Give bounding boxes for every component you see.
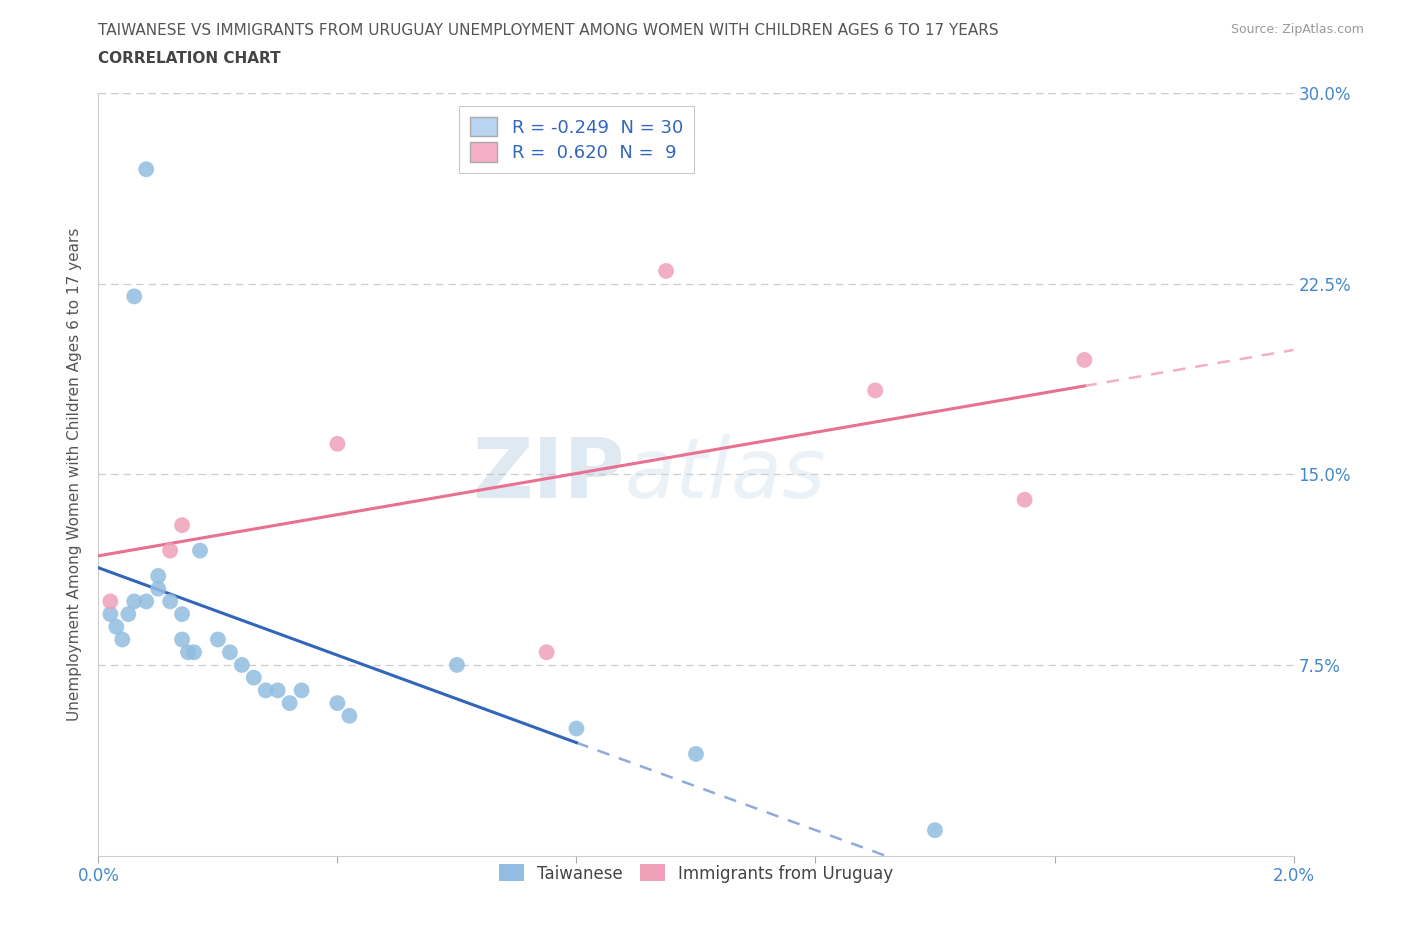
Text: CORRELATION CHART: CORRELATION CHART — [98, 51, 281, 66]
Point — [219, 644, 242, 659]
Text: ZIP: ZIP — [472, 433, 624, 515]
Point — [148, 581, 170, 596]
Point — [148, 568, 170, 583]
Point — [183, 644, 205, 659]
Point — [207, 632, 229, 647]
Y-axis label: Unemployment Among Women with Children Ages 6 to 17 years: Unemployment Among Women with Children A… — [67, 228, 83, 721]
Point — [124, 594, 146, 609]
Point — [243, 671, 266, 685]
Point — [124, 289, 146, 304]
Point — [865, 383, 887, 398]
Point — [135, 594, 157, 609]
Point — [231, 658, 253, 672]
Point — [177, 644, 200, 659]
Point — [111, 632, 134, 647]
Point — [290, 683, 312, 698]
Point — [105, 619, 128, 634]
Point — [924, 823, 946, 838]
Legend: Taiwanese, Immigrants from Uruguay: Taiwanese, Immigrants from Uruguay — [492, 857, 900, 889]
Point — [339, 709, 360, 724]
Point — [159, 594, 181, 609]
Point — [188, 543, 211, 558]
Point — [278, 696, 301, 711]
Point — [172, 518, 194, 533]
Point — [326, 436, 349, 451]
Point — [254, 683, 277, 698]
Point — [1014, 492, 1036, 507]
Text: Source: ZipAtlas.com: Source: ZipAtlas.com — [1230, 23, 1364, 36]
Point — [685, 747, 707, 762]
Point — [135, 162, 157, 177]
Point — [172, 606, 194, 621]
Point — [446, 658, 468, 672]
Point — [565, 721, 588, 736]
Text: atlas: atlas — [624, 433, 825, 515]
Point — [1073, 352, 1095, 367]
Point — [98, 606, 122, 621]
Point — [117, 606, 139, 621]
Point — [536, 644, 558, 659]
Text: TAIWANESE VS IMMIGRANTS FROM URUGUAY UNEMPLOYMENT AMONG WOMEN WITH CHILDREN AGES: TAIWANESE VS IMMIGRANTS FROM URUGUAY UNE… — [98, 23, 1000, 38]
Point — [655, 263, 678, 278]
Point — [326, 696, 349, 711]
Point — [267, 683, 290, 698]
Point — [172, 632, 194, 647]
Point — [159, 543, 181, 558]
Point — [98, 594, 122, 609]
